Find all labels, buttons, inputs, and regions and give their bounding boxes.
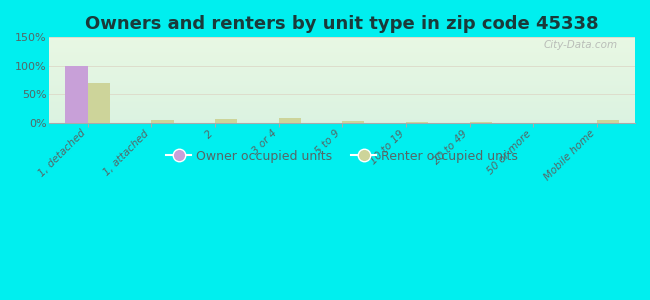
- Bar: [49, 100, 635, 101]
- Bar: [49, 81, 635, 82]
- Bar: [49, 55, 635, 56]
- Bar: [49, 79, 635, 80]
- Bar: [49, 122, 635, 123]
- Bar: [49, 68, 635, 69]
- Bar: [49, 66, 635, 67]
- Bar: [49, 117, 635, 118]
- Bar: [49, 93, 635, 94]
- Bar: [49, 87, 635, 88]
- Bar: [49, 118, 635, 119]
- Bar: [49, 114, 635, 115]
- Bar: [49, 115, 635, 116]
- Bar: [49, 102, 635, 103]
- Bar: [597, 120, 619, 123]
- Bar: [49, 78, 635, 79]
- Title: Owners and renters by unit type in zip code 45338: Owners and renters by unit type in zip c…: [85, 15, 599, 33]
- Bar: [49, 56, 635, 57]
- Bar: [49, 96, 635, 97]
- Bar: [49, 44, 635, 45]
- Bar: [49, 107, 635, 108]
- Bar: [49, 113, 635, 114]
- Bar: [151, 120, 174, 123]
- Legend: Owner occupied units, Renter occupied units: Owner occupied units, Renter occupied un…: [161, 145, 523, 168]
- Bar: [49, 65, 635, 66]
- Bar: [88, 83, 110, 123]
- Bar: [49, 99, 635, 100]
- Bar: [49, 84, 635, 85]
- Bar: [49, 98, 635, 99]
- Bar: [49, 77, 635, 78]
- Bar: [49, 90, 635, 91]
- Bar: [49, 75, 635, 76]
- Bar: [49, 85, 635, 86]
- Bar: [49, 92, 635, 93]
- Bar: [49, 94, 635, 95]
- Bar: [49, 46, 635, 47]
- Bar: [49, 103, 635, 104]
- Bar: [49, 54, 635, 55]
- Bar: [49, 119, 635, 120]
- Bar: [49, 63, 635, 64]
- Bar: [49, 88, 635, 89]
- Bar: [49, 105, 635, 106]
- Bar: [469, 122, 492, 123]
- Bar: [49, 112, 635, 113]
- Bar: [279, 118, 301, 123]
- Bar: [49, 86, 635, 87]
- Text: City-Data.com: City-Data.com: [543, 40, 618, 50]
- Bar: [342, 121, 365, 123]
- Bar: [49, 51, 635, 52]
- Bar: [49, 57, 635, 58]
- Bar: [49, 53, 635, 54]
- Bar: [65, 66, 88, 123]
- Bar: [49, 91, 635, 92]
- Bar: [49, 120, 635, 121]
- Bar: [49, 95, 635, 96]
- Bar: [49, 61, 635, 62]
- Bar: [49, 42, 635, 43]
- Bar: [49, 106, 635, 107]
- Bar: [49, 101, 635, 102]
- Bar: [49, 73, 635, 74]
- Bar: [49, 38, 635, 39]
- Bar: [49, 80, 635, 81]
- Bar: [49, 70, 635, 71]
- Bar: [49, 74, 635, 75]
- Bar: [49, 76, 635, 77]
- Bar: [49, 60, 635, 61]
- Bar: [49, 52, 635, 53]
- Bar: [49, 59, 635, 60]
- Bar: [49, 62, 635, 63]
- Bar: [49, 108, 635, 109]
- Bar: [49, 37, 635, 38]
- Bar: [49, 116, 635, 117]
- Bar: [49, 72, 635, 73]
- Bar: [49, 67, 635, 68]
- Bar: [49, 71, 635, 72]
- Bar: [49, 110, 635, 111]
- Bar: [49, 69, 635, 70]
- Bar: [49, 41, 635, 42]
- Bar: [49, 104, 635, 105]
- Bar: [49, 48, 635, 49]
- Bar: [49, 89, 635, 90]
- Bar: [49, 82, 635, 83]
- Bar: [49, 64, 635, 65]
- Bar: [49, 43, 635, 44]
- Bar: [215, 119, 237, 123]
- Bar: [49, 111, 635, 112]
- Bar: [49, 40, 635, 41]
- Bar: [49, 50, 635, 51]
- Bar: [406, 122, 428, 123]
- Bar: [49, 58, 635, 59]
- Bar: [49, 83, 635, 84]
- Bar: [49, 45, 635, 46]
- Bar: [49, 97, 635, 98]
- Bar: [49, 39, 635, 40]
- Bar: [49, 49, 635, 50]
- Bar: [49, 47, 635, 48]
- Bar: [49, 121, 635, 122]
